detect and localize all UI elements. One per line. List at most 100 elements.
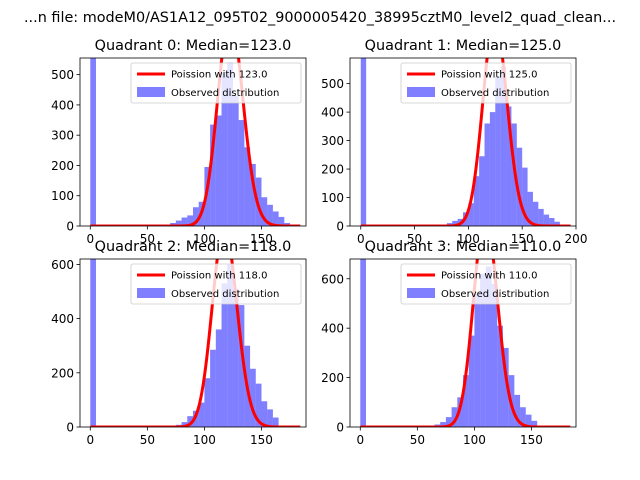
legend-observed-swatch [407,288,435,298]
observed-bar [238,120,245,226]
y-tick-label: 200 [321,371,344,385]
observed-bar [468,203,474,226]
legend-observed-label: Observed distribution [441,88,549,99]
observed-bar [538,208,544,226]
observed-bar [261,401,268,427]
observed-bar [445,417,452,427]
y-tick-label: 400 [321,322,344,336]
x-tick-label: 150 [250,232,273,246]
observed-bar [272,211,279,226]
observed-bar [497,325,503,427]
quadrant-1-title: Quadrant 1: Median=125.0 [365,38,562,54]
legend-box [130,263,302,305]
observed-bar [495,76,501,226]
x-tick-label: 50 [410,433,425,447]
x-tick-label: 150 [250,433,273,447]
legend-fit-label: Poission with 118.0 [171,271,267,282]
y-tick-label: 400 [51,98,74,112]
figure-suptitle: ...n file: modeM0/AS1A12_095T02_90000054… [24,10,616,26]
observed-bar [204,378,211,427]
observed-bar [250,368,256,427]
legend-fit-label: Poission with 125.0 [441,70,537,81]
observed-bar [90,58,96,226]
observed-bar [463,375,469,427]
observed-bar [215,329,222,427]
x-tick-label: 150 [511,232,534,246]
y-tick-label: 300 [51,129,74,143]
observed-bar [440,422,446,427]
observed-bar [227,62,233,226]
x-tick-label: 50 [140,433,155,447]
observed-bar [451,407,458,427]
observed-bar [491,283,498,427]
observed-bar [232,95,239,226]
observed-bar [514,394,521,427]
observed-bar [267,409,273,427]
observed-bar [500,66,507,226]
observed-bar [473,176,480,226]
observed-bar [181,422,188,427]
y-tick-label: 200 [51,159,74,173]
observed-bar [485,266,492,427]
observed-bar [170,222,176,226]
y-tick-label: 500 [51,68,74,82]
y-tick-label: 100 [321,191,344,205]
observed-bar [489,112,496,226]
legend-box [400,263,572,305]
observed-bar [484,123,490,226]
legend: Poission with 123.0 Observed distribution [130,62,302,104]
legend: Poission with 110.0 Observed distribution [400,263,572,305]
observed-bar [549,218,555,226]
observed-bar [187,215,193,226]
y-tick-label: 500 [321,77,344,91]
observed-bar [532,201,539,226]
y-tick-label: 100 [51,189,74,203]
x-tick-label: 100 [193,433,216,447]
poisson-fit-line [360,58,572,226]
poisson-fit-line [89,58,301,226]
axes-frame [349,57,577,227]
observed-bar [543,214,550,226]
x-tick-label: 0 [86,232,94,246]
observed-bar [255,383,262,427]
legend-observed-swatch [407,87,435,97]
legend-observed-label: Observed distribution [441,289,549,300]
legend-fit-label: Poission with 123.0 [171,70,267,81]
legend-observed-swatch [137,288,165,298]
observed-bar [531,420,538,427]
axes-frame [349,258,577,428]
x-tick-label: 100 [457,232,480,246]
x-tick-label: 0 [357,232,365,246]
y-tick-label: 0 [66,220,74,234]
observed-bar [554,221,560,226]
y-tick-label: 0 [66,421,74,435]
observed-bar [525,414,532,427]
legend-observed-swatch [137,87,165,97]
legend-observed-label: Observed distribution [171,289,279,300]
observed-bar [527,191,533,226]
observed-bar [261,197,268,226]
observed-bar [474,293,481,427]
quadrant-0-panel: Quadrant 0: Median=123.0 0 50 100 150 0 100 200… [51,38,307,246]
observed-bar [506,106,512,226]
observed-bar [227,264,233,427]
y-tick-label: 400 [51,312,74,326]
x-tick-label: 50 [407,232,422,246]
observed-bar [232,288,239,427]
y-tick-label: 200 [51,366,74,380]
y-tick-label: 200 [321,163,344,177]
x-tick-label: 150 [520,433,543,447]
y-tick-label: 600 [51,258,74,272]
x-tick-label: 200 [565,232,588,246]
x-tick-label: 0 [356,433,364,447]
observed-bar [221,283,228,427]
observed-bar [360,259,366,427]
observed-bar [278,216,285,226]
y-tick-label: 400 [321,106,344,120]
legend-box [130,62,302,104]
observed-bar [479,156,485,226]
plot-area [360,58,572,226]
observed-bar [221,73,228,226]
quadrant-0-title: Quadrant 0: Median=123.0 [95,38,292,54]
observed-bar [360,58,367,226]
